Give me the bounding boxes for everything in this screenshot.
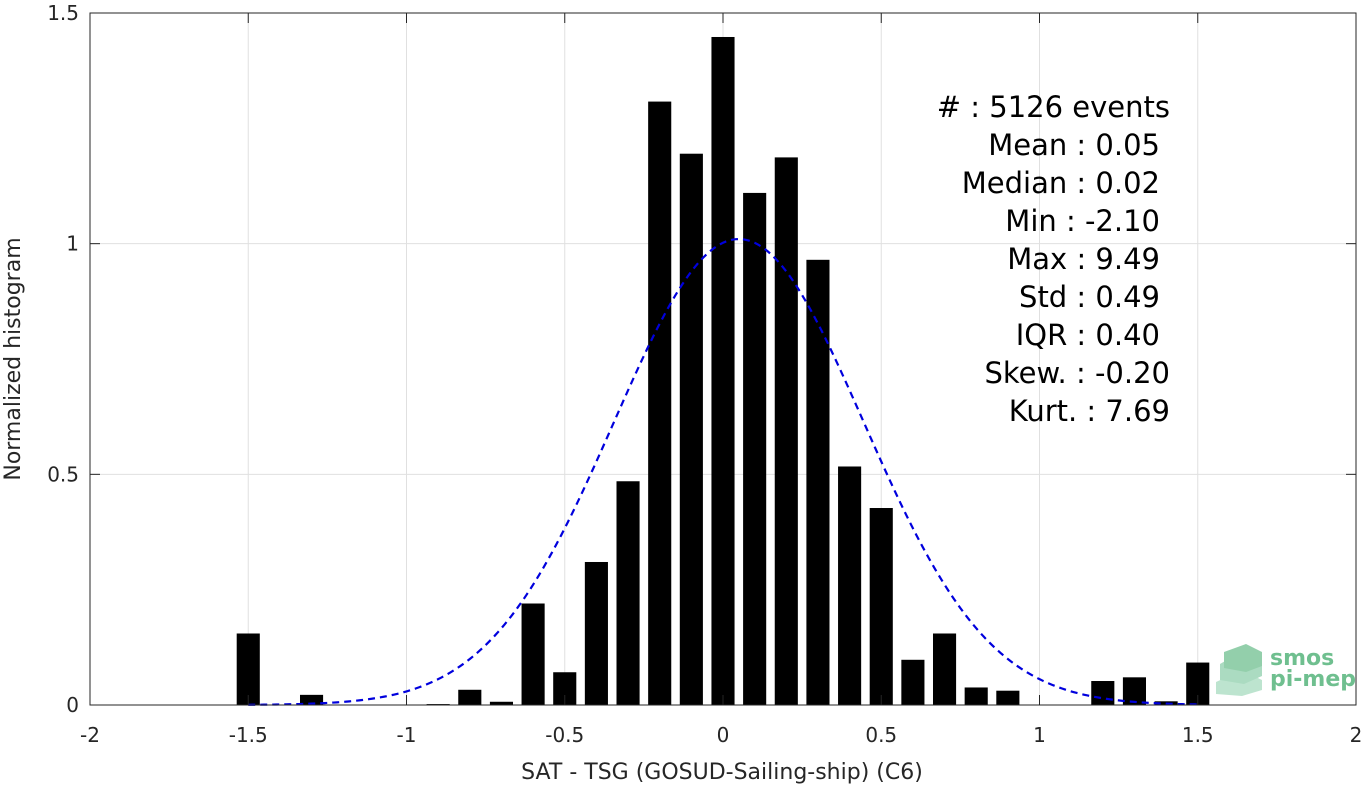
x-tick-label: 0 [717, 723, 730, 747]
logo-mark-icon [1216, 644, 1262, 696]
histogram-bar [711, 36, 735, 706]
x-tick-label: -1.5 [229, 723, 268, 747]
y-tick-label: 0.5 [47, 462, 79, 486]
histogram-bar [616, 481, 640, 705]
histogram-bar [996, 690, 1020, 705]
histogram-bars [236, 36, 1210, 706]
histogram-bar [299, 694, 324, 705]
x-tick-labels: -2 -1.5 -1 -0.5 0 0.5 1 1.5 2 [80, 723, 1362, 747]
histogram-bar [774, 157, 798, 705]
x-tick-label: -2 [80, 723, 100, 747]
x-axis-label: SAT - TSG (GOSUD-Sailing-ship) (C6) [521, 760, 923, 785]
x-tick-label: -0.5 [545, 723, 584, 747]
y-axis-label: Normalized histogram [1, 237, 26, 480]
stat-line: Mean : 0.05 [988, 128, 1160, 162]
histogram-bar [1186, 662, 1210, 705]
x-tick-label: -1 [397, 723, 417, 747]
histogram-bar [1122, 677, 1147, 705]
stat-line: Kurt. : 7.69 [1009, 394, 1170, 428]
stat-line: Median : 0.02 [962, 166, 1160, 200]
logo-line-1: smos [1270, 646, 1334, 671]
y-tick-label: 1 [66, 232, 79, 256]
statistics-annotation: # : 5126 events Mean : 0.05 Median : 0.02 M… [937, 90, 1170, 428]
x-tick-label: 2 [1350, 723, 1363, 747]
stat-line: Skew. : -0.20 [984, 356, 1170, 390]
stat-line: IQR : 0.40 [1016, 318, 1160, 352]
logo-line-2: pi-mep [1270, 667, 1356, 692]
histogram-bar [553, 672, 577, 705]
histogram-bar [236, 633, 260, 705]
histogram-bar [584, 561, 608, 705]
y-tick-label: 0 [66, 693, 79, 717]
stat-line: Std : 0.49 [1019, 280, 1160, 314]
histogram-bar [521, 603, 545, 705]
stat-line: # : 5126 events [937, 90, 1170, 124]
x-tick-label: 1.5 [1182, 723, 1214, 747]
histogram-bar [1091, 681, 1115, 705]
smos-pi-mep-logo: smos pi-mep [1216, 644, 1356, 696]
y-tick-label: 1.5 [47, 1, 79, 25]
x-tick-label: 1 [1033, 723, 1046, 747]
axes-frame [89, 12, 1357, 706]
y-tick-labels: 0 0.5 1 1.5 [47, 1, 79, 717]
stat-line: Min : -2.10 [1005, 204, 1160, 238]
histogram-bar [648, 101, 672, 706]
histogram-bar [458, 689, 482, 705]
histogram-bar [743, 192, 767, 706]
stat-line: Max : 9.49 [1007, 242, 1160, 276]
histogram-bar [806, 259, 830, 705]
histogram-bar [679, 153, 703, 705]
x-tick-label: 0.5 [865, 723, 897, 747]
histogram-bar [489, 701, 514, 705]
histogram-bar [964, 687, 988, 705]
histogram-bar [869, 508, 893, 705]
histogram-bar [901, 659, 925, 705]
histogram-bar [932, 633, 957, 705]
histogram-bar [838, 466, 862, 705]
normal-fit-curve [248, 237, 1198, 706]
